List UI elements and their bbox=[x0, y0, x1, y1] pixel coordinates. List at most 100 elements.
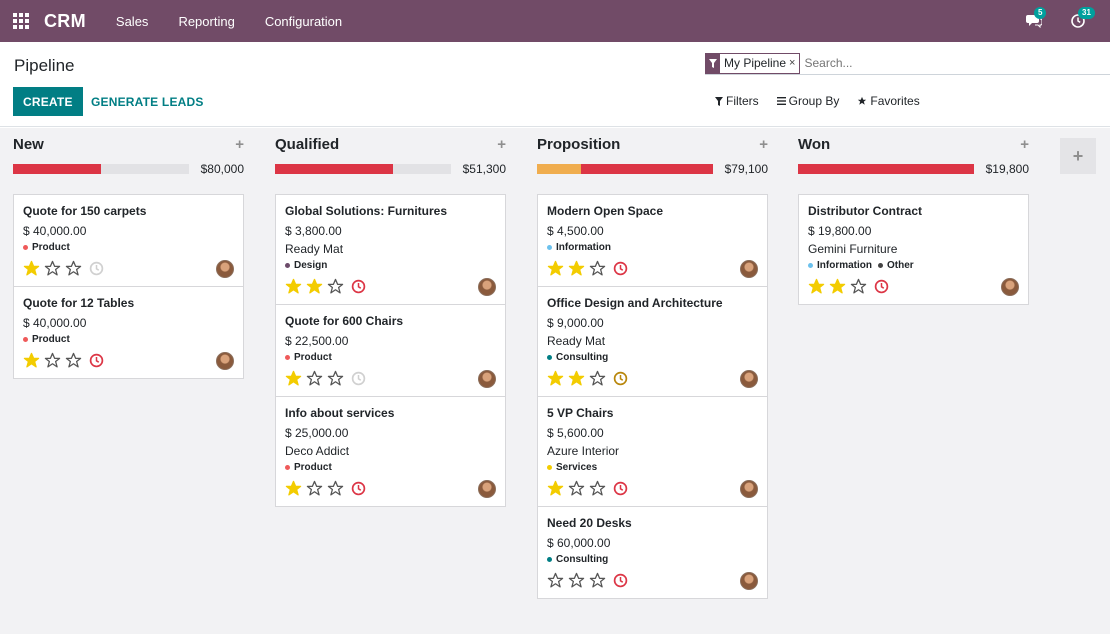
activity-clock-icon[interactable] bbox=[874, 279, 889, 294]
star-filled-icon[interactable] bbox=[306, 277, 327, 295]
tag-label: Design bbox=[294, 260, 328, 271]
facet-remove-icon[interactable]: × bbox=[789, 57, 796, 69]
apps-menu-button[interactable] bbox=[0, 0, 42, 42]
quick-create-icon[interactable]: + bbox=[235, 136, 244, 153]
column-progress-bar[interactable] bbox=[13, 164, 189, 174]
star-empty-icon[interactable] bbox=[44, 259, 65, 277]
star-filled-icon[interactable] bbox=[547, 369, 568, 387]
progress-segment[interactable] bbox=[275, 164, 393, 174]
tag-color-dot bbox=[285, 465, 290, 470]
column-progress-bar[interactable] bbox=[798, 164, 974, 174]
activity-clock-icon[interactable] bbox=[351, 371, 366, 386]
activity-clock-icon[interactable] bbox=[351, 481, 366, 496]
menu-configuration[interactable]: Configuration bbox=[264, 13, 343, 29]
progress-segment[interactable] bbox=[798, 164, 974, 174]
create-button[interactable]: CREATE bbox=[13, 87, 83, 116]
column-title[interactable]: Won bbox=[798, 136, 831, 153]
star-filled-icon[interactable] bbox=[568, 369, 589, 387]
activity-clock-icon[interactable] bbox=[89, 261, 104, 276]
priority-stars bbox=[285, 277, 348, 295]
progress-segment[interactable] bbox=[13, 164, 101, 174]
lead-card[interactable]: Global Solutions: Furnitures $ 3,800.00 Re… bbox=[276, 195, 505, 305]
activity-clock-icon[interactable] bbox=[89, 353, 104, 368]
activity-clock-icon[interactable] bbox=[613, 573, 628, 588]
quick-create-icon[interactable]: + bbox=[497, 136, 506, 153]
star-empty-icon[interactable] bbox=[65, 351, 86, 369]
star-empty-icon[interactable] bbox=[589, 479, 610, 497]
star-filled-icon[interactable] bbox=[285, 369, 306, 387]
star-empty-icon[interactable] bbox=[327, 369, 348, 387]
salesperson-avatar[interactable] bbox=[1001, 278, 1019, 296]
column-progress-bar[interactable] bbox=[275, 164, 451, 174]
menu-sales[interactable]: Sales bbox=[115, 13, 149, 29]
star-empty-icon[interactable] bbox=[306, 479, 327, 497]
star-filled-icon[interactable] bbox=[23, 259, 44, 277]
filters-dropdown[interactable]: Filters bbox=[715, 94, 759, 108]
salesperson-avatar[interactable] bbox=[478, 370, 496, 388]
activity-clock-icon[interactable] bbox=[351, 279, 366, 294]
lead-card[interactable]: Need 20 Desks $ 60,000.00 Consulting bbox=[538, 507, 767, 598]
star-empty-icon[interactable] bbox=[850, 277, 871, 295]
activity-clock-icon[interactable] bbox=[613, 371, 628, 386]
activities-button[interactable]: 31 bbox=[1066, 7, 1095, 33]
star-empty-icon[interactable] bbox=[589, 571, 610, 589]
star-filled-icon[interactable] bbox=[285, 479, 306, 497]
salesperson-avatar[interactable] bbox=[740, 480, 758, 498]
lead-card[interactable]: Info about services $ 25,000.00 Deco Addic… bbox=[276, 397, 505, 506]
filter-facet-icon bbox=[706, 53, 720, 73]
salesperson-avatar[interactable] bbox=[478, 480, 496, 498]
star-empty-icon[interactable] bbox=[568, 479, 589, 497]
tag-badge: Product bbox=[285, 462, 332, 473]
star-empty-icon[interactable] bbox=[589, 369, 610, 387]
salesperson-avatar[interactable] bbox=[216, 260, 234, 278]
menu-reporting[interactable]: Reporting bbox=[178, 13, 235, 29]
progress-segment[interactable] bbox=[581, 164, 713, 174]
favorites-dropdown[interactable]: Favorites bbox=[857, 94, 920, 108]
column-title[interactable]: New bbox=[13, 136, 44, 153]
salesperson-avatar[interactable] bbox=[740, 370, 758, 388]
progress-segment[interactable] bbox=[537, 164, 581, 174]
star-empty-icon[interactable] bbox=[568, 571, 589, 589]
groupby-dropdown[interactable]: Group By bbox=[776, 94, 839, 108]
lead-card[interactable]: Quote for 12 Tables $ 40,000.00 Product bbox=[14, 287, 243, 378]
star-filled-icon[interactable] bbox=[23, 351, 44, 369]
lead-card[interactable]: Office Design and Architecture $ 9,000.00… bbox=[538, 287, 767, 397]
search-input[interactable] bbox=[804, 53, 1095, 73]
star-filled-icon[interactable] bbox=[547, 259, 568, 277]
lead-card[interactable]: Quote for 150 carpets $ 40,000.00 Product bbox=[14, 195, 243, 287]
star-empty-icon[interactable] bbox=[306, 369, 327, 387]
activity-clock-icon[interactable] bbox=[613, 481, 628, 496]
lead-card[interactable]: Quote for 600 Chairs $ 22,500.00 Product bbox=[276, 305, 505, 397]
column-title[interactable]: Qualified bbox=[275, 136, 340, 153]
column-title[interactable]: Proposition bbox=[537, 136, 621, 153]
quick-create-icon[interactable]: + bbox=[759, 136, 768, 153]
generate-leads-button[interactable]: GENERATE LEADS bbox=[91, 94, 204, 109]
card-list: Quote for 150 carpets $ 40,000.00 Product Q… bbox=[13, 194, 244, 379]
lead-tags: Information Other bbox=[808, 260, 1019, 271]
column-progress-bar[interactable] bbox=[537, 164, 713, 174]
star-filled-icon[interactable] bbox=[285, 277, 306, 295]
star-empty-icon[interactable] bbox=[327, 277, 348, 295]
salesperson-avatar[interactable] bbox=[478, 278, 496, 296]
star-empty-icon[interactable] bbox=[44, 351, 65, 369]
tag-label: Product bbox=[32, 334, 70, 345]
add-column-button[interactable]: + bbox=[1060, 138, 1096, 174]
app-brand[interactable]: CRM bbox=[44, 10, 86, 31]
star-empty-icon[interactable] bbox=[65, 259, 86, 277]
star-filled-icon[interactable] bbox=[808, 277, 829, 295]
lead-card[interactable]: Distributor Contract $ 19,800.00 Gemini Fu… bbox=[799, 195, 1028, 304]
star-filled-icon[interactable] bbox=[568, 259, 589, 277]
messages-button[interactable]: 5 bbox=[1022, 7, 1047, 33]
star-filled-icon[interactable] bbox=[829, 277, 850, 295]
salesperson-avatar[interactable] bbox=[216, 352, 234, 370]
star-empty-icon[interactable] bbox=[589, 259, 610, 277]
salesperson-avatar[interactable] bbox=[740, 572, 758, 590]
activity-clock-icon[interactable] bbox=[613, 261, 628, 276]
star-empty-icon[interactable] bbox=[547, 571, 568, 589]
lead-card[interactable]: Modern Open Space $ 4,500.00 Information bbox=[538, 195, 767, 287]
star-empty-icon[interactable] bbox=[327, 479, 348, 497]
quick-create-icon[interactable]: + bbox=[1020, 136, 1029, 153]
lead-card[interactable]: 5 VP Chairs $ 5,600.00 Azure Interior Servi… bbox=[538, 397, 767, 507]
salesperson-avatar[interactable] bbox=[740, 260, 758, 278]
star-filled-icon[interactable] bbox=[547, 479, 568, 497]
